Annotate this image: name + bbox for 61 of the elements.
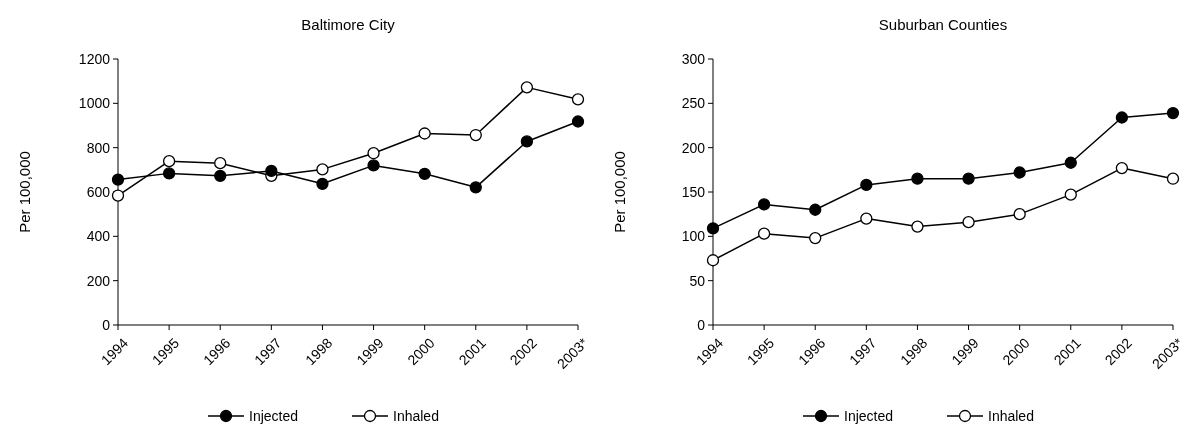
point (757, 227, 771, 240)
y-tick-label: 1000 (78, 95, 111, 112)
legend-label: Injected (249, 407, 299, 424)
point (469, 181, 482, 194)
point (520, 135, 534, 148)
legend-label: Inhaled (393, 407, 439, 424)
point (316, 177, 329, 190)
point (162, 167, 176, 180)
point (911, 172, 924, 185)
point (214, 157, 227, 170)
point (265, 164, 278, 178)
point (706, 222, 720, 235)
point (1064, 188, 1077, 201)
y-axis-title: Per 100,000 (16, 151, 33, 233)
point (571, 93, 585, 106)
y-tick-label: 200 (86, 272, 111, 289)
y-tick-label: 0 (102, 316, 111, 333)
point (860, 212, 873, 225)
point (962, 216, 975, 229)
point (911, 220, 924, 233)
y-tick-label: 400 (86, 228, 111, 245)
point (162, 155, 176, 168)
point (111, 189, 125, 202)
y-tick-label: 0 (697, 316, 706, 333)
y-tick-label: 600 (86, 183, 111, 200)
point (1115, 161, 1129, 175)
point (1064, 156, 1077, 169)
y-tick-label: 200 (681, 139, 706, 156)
y-tick-label: 250 (681, 95, 706, 112)
point (571, 115, 585, 128)
y-tick-label: 1200 (78, 50, 111, 67)
point (706, 254, 720, 267)
point (809, 203, 822, 216)
point (1013, 208, 1026, 221)
point (469, 128, 482, 142)
y-tick-label: 100 (681, 228, 706, 245)
point (1166, 172, 1180, 185)
point (367, 147, 380, 160)
point (860, 178, 873, 192)
legend-label: Injected (844, 407, 894, 424)
point (418, 127, 431, 140)
legend-label: Inhaled (988, 407, 1034, 424)
point (1166, 106, 1180, 120)
point (520, 81, 534, 94)
point (757, 198, 771, 211)
point (111, 173, 125, 186)
point (809, 231, 822, 245)
y-tick-label: 300 (681, 50, 706, 67)
y-axis-title: Per 100,000 (611, 151, 628, 233)
point (316, 163, 329, 176)
chart-title: Suburban Counties (878, 16, 1008, 33)
y-tick-label: 800 (86, 139, 111, 156)
y-tick-label: 50 (689, 272, 706, 289)
point (962, 172, 975, 185)
point (1013, 166, 1026, 179)
y-tick-label: 150 (681, 183, 706, 200)
chart-title: Baltimore City (301, 16, 396, 33)
point (1115, 111, 1129, 124)
point (367, 159, 380, 172)
point (418, 167, 431, 180)
point (214, 169, 227, 182)
